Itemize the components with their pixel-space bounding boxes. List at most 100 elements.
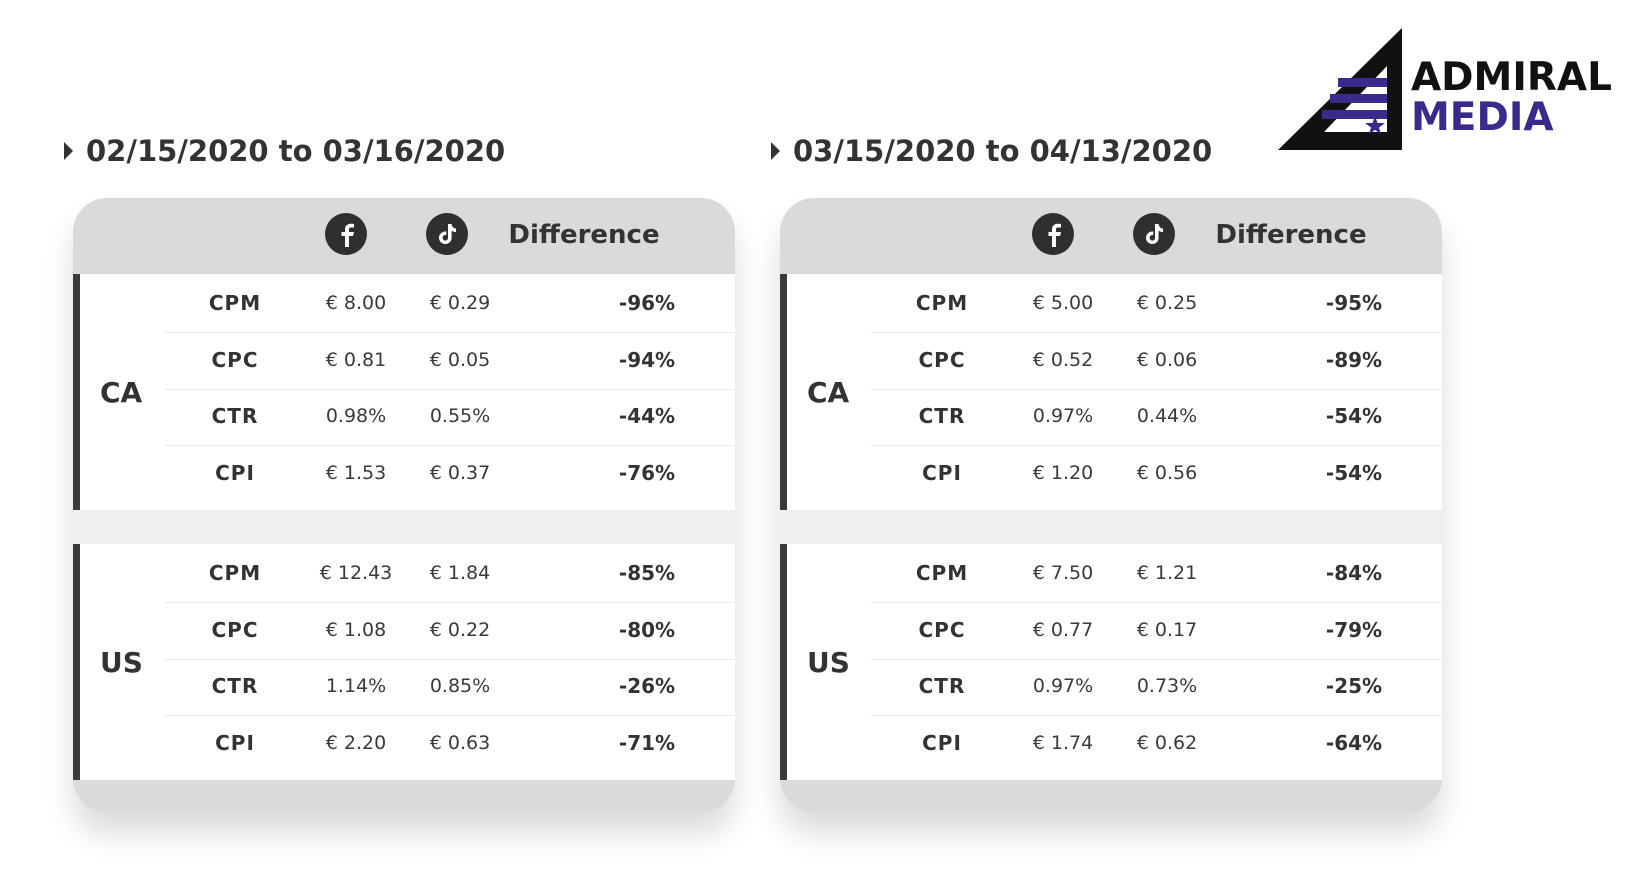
admiral-media-logo: ADMIRAL MEDIA [1278, 28, 1618, 152]
facebook-value: € 1.08 [325, 618, 387, 641]
period-text: 02/15/2020 to 03/16/2020 [86, 134, 506, 168]
difference-value: -94% [618, 347, 676, 372]
logo-word-media: MEDIA [1411, 95, 1554, 140]
table-row: CPM € 12.43 € 1.84 -85% [164, 544, 735, 603]
table-row: CPM € 8.00 € 0.29 -96% [164, 274, 735, 333]
comparison-table: Difference CA CPM € 8.00 € 0.29 -96% CPC € 0.8… [73, 198, 735, 812]
region-label: US [100, 645, 143, 679]
difference-value: -79% [1325, 617, 1383, 642]
difference-value: -84% [1325, 561, 1383, 585]
group-separator [73, 510, 735, 544]
metric-label: CPC [918, 617, 966, 642]
facebook-value: 1.14% [325, 675, 387, 697]
facebook-icon [325, 213, 367, 255]
difference-value: -76% [618, 460, 676, 485]
facebook-value: 0.97% [1032, 405, 1094, 427]
metric-label: CPM [915, 561, 969, 585]
table-row: CPI € 2.20 € 0.63 -71% [164, 714, 735, 773]
metric-label: CPI [215, 460, 255, 485]
table-row: CPM € 5.00 € 0.25 -95% [871, 274, 1442, 333]
difference-value: -89% [1325, 347, 1383, 372]
region-label: CA [100, 375, 143, 409]
tiktok-value: € 0.17 [1136, 618, 1198, 641]
facebook-value: € 0.81 [325, 348, 387, 371]
difference-value: -96% [618, 291, 676, 315]
logo-word-admiral: ADMIRAL [1411, 55, 1612, 100]
table-header: Difference [780, 198, 1442, 274]
difference-value: -26% [618, 674, 676, 698]
period-heading: 03/15/2020 to 04/13/2020 [771, 134, 1212, 168]
tiktok-value: 0.55% [429, 405, 491, 427]
table-row: CPC € 0.81 € 0.05 -94% [164, 331, 735, 390]
region-label: CA [807, 375, 850, 409]
facebook-value: € 0.77 [1032, 618, 1094, 641]
admiral-logo-mark-icon [1278, 28, 1402, 150]
tiktok-value: € 0.62 [1136, 731, 1198, 754]
metric-label: CPI [922, 730, 962, 755]
tiktok-value: € 1.21 [1136, 562, 1198, 584]
metric-label: CPC [211, 347, 259, 372]
table-row: CPC € 0.77 € 0.17 -79% [871, 601, 1442, 660]
table-row: CPI € 1.53 € 0.37 -76% [164, 444, 735, 503]
table-row: CPM € 7.50 € 1.21 -84% [871, 544, 1442, 603]
table-row: CPC € 0.52 € 0.06 -89% [871, 331, 1442, 390]
metric-label: CTR [918, 674, 966, 698]
region-group-us: US CPM € 12.43 € 1.84 -85% CPC € 1.08 € 0.22 -80… [73, 544, 735, 780]
difference-value: -71% [618, 730, 676, 755]
facebook-value: € 1.53 [325, 461, 387, 484]
comparison-table: Difference CA CPM € 5.00 € 0.25 -95% CPC € 0.5… [780, 198, 1442, 812]
region-label: US [807, 645, 850, 679]
tiktok-value: € 0.29 [429, 292, 491, 314]
facebook-value: € 0.52 [1032, 348, 1094, 371]
difference-header: Difference [1215, 220, 1367, 250]
facebook-value: € 5.00 [1032, 292, 1094, 314]
table-row: CPI € 1.74 € 0.62 -64% [871, 714, 1442, 773]
region-group-us: US CPM € 7.50 € 1.21 -84% CPC € 0.77 € 0.17 -79%… [780, 544, 1442, 780]
tiktok-value: € 0.06 [1136, 348, 1198, 371]
difference-value: -44% [618, 404, 676, 428]
difference-value: -54% [1325, 404, 1383, 428]
table-header: Difference [73, 198, 735, 274]
tiktok-value: € 0.63 [429, 731, 491, 754]
difference-value: -80% [618, 617, 676, 642]
facebook-value: € 1.20 [1032, 461, 1094, 484]
metric-label: CPM [208, 291, 262, 315]
facebook-value: € 12.43 [319, 562, 393, 584]
tiktok-value: € 0.56 [1136, 461, 1198, 484]
table-row: CTR 0.98% 0.55% -44% [164, 387, 735, 446]
metric-label: CPM [208, 561, 262, 585]
period-heading: 02/15/2020 to 03/16/2020 [64, 134, 505, 168]
tiktok-value: 0.85% [429, 675, 491, 697]
table-row: CTR 0.97% 0.73% -25% [871, 657, 1442, 716]
region-group-ca: CA CPM € 5.00 € 0.25 -95% CPC € 0.52 € 0.06 -89%… [780, 274, 1442, 510]
difference-value: -85% [618, 561, 676, 585]
facebook-value: 0.97% [1032, 675, 1094, 697]
tiktok-icon [426, 213, 468, 255]
period-text: 03/15/2020 to 04/13/2020 [793, 134, 1213, 168]
metric-label: CPI [215, 730, 255, 755]
tiktok-value: 0.44% [1136, 405, 1198, 427]
triangle-bullet-icon [64, 142, 73, 160]
tiktok-value: € 1.84 [429, 562, 491, 584]
difference-value: -64% [1325, 730, 1383, 755]
difference-header: Difference [508, 220, 660, 250]
metric-label: CTR [918, 404, 966, 428]
tiktok-value: € 0.37 [429, 461, 491, 484]
metric-label: CTR [211, 674, 259, 698]
metric-label: CPI [922, 460, 962, 485]
metric-label: CPC [211, 617, 259, 642]
facebook-value: € 2.20 [325, 731, 387, 754]
triangle-bullet-icon [771, 142, 780, 160]
facebook-value: € 7.50 [1032, 562, 1094, 584]
facebook-value: € 1.74 [1032, 731, 1094, 754]
metric-label: CPM [915, 291, 969, 315]
tiktok-value: 0.73% [1136, 675, 1198, 697]
metric-label: CTR [211, 404, 259, 428]
facebook-icon [1032, 213, 1074, 255]
tiktok-value: € 0.25 [1136, 292, 1198, 314]
tiktok-icon [1133, 213, 1175, 255]
group-separator [780, 510, 1442, 544]
table-row: CPC € 1.08 € 0.22 -80% [164, 601, 735, 660]
table-row: CPI € 1.20 € 0.56 -54% [871, 444, 1442, 503]
difference-value: -54% [1325, 460, 1383, 485]
